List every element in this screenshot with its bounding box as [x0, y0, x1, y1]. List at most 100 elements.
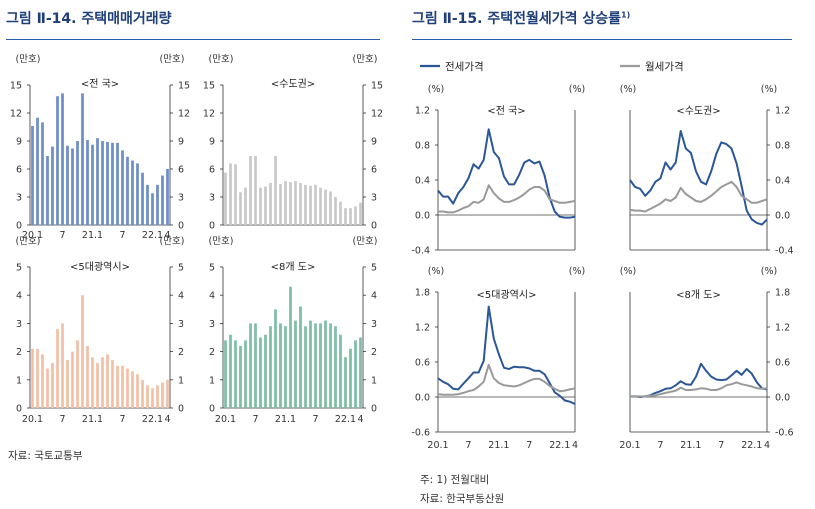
- bar-21.3: [101, 357, 104, 408]
- bar-22.4: [359, 202, 362, 225]
- bar-22.2: [349, 208, 352, 225]
- y-tick-label-right: 3: [178, 319, 184, 330]
- x-tick-label: 20.1: [427, 440, 448, 451]
- series-line-jeonse: [437, 128, 576, 219]
- y-tick-label: 0.4: [775, 176, 790, 187]
- unit-label-right: (만호): [353, 236, 378, 247]
- y-tick-label-left: 0: [209, 221, 215, 232]
- x-tick-label: 21.1: [82, 414, 103, 425]
- bar-21.10: [136, 163, 139, 225]
- y-tick-label: -0.6: [775, 428, 794, 439]
- x-tick-label: 22.1: [142, 230, 163, 241]
- y-tick-label-right: 2: [371, 347, 377, 358]
- y-tick-label-left: 4: [16, 291, 22, 302]
- y-tick-label: 0.4: [415, 176, 430, 187]
- bar-20.6: [249, 155, 252, 225]
- right-note: 주: 1) 전월대비: [420, 474, 490, 486]
- bar-21.4: [299, 306, 302, 408]
- y-tick-label-left: 1: [16, 375, 22, 386]
- bar-21.6: [116, 365, 119, 408]
- bar-20.12: [86, 345, 89, 408]
- chart-line-provinces: (%) (%) <8개 도> -0.6 0.0 0.6 1.2 1.8 20.1 7 21.1 7 22…: [619, 266, 794, 451]
- bar-20.2: [229, 163, 232, 225]
- x-tick-label: 22.1: [142, 414, 163, 425]
- bar-22.1: [151, 193, 154, 225]
- bar-21.10: [329, 191, 332, 225]
- bar-21.12: [146, 184, 149, 225]
- bar-21.4: [106, 354, 109, 408]
- bar-21.1: [284, 181, 287, 225]
- bar-20.3: [234, 164, 237, 225]
- y-tick-label-right: 12: [178, 109, 190, 120]
- bar-20.11: [81, 93, 84, 226]
- bar-20.1: [31, 126, 34, 225]
- x-tick-label: 4: [764, 440, 770, 451]
- y-tick-label-left: 0: [209, 404, 215, 415]
- bar-21.5: [111, 142, 114, 225]
- unit-label-right: (만호): [160, 236, 185, 247]
- bar-21.7: [121, 365, 124, 408]
- bar-20.2: [36, 348, 39, 408]
- bar-20.3: [41, 122, 44, 225]
- bar-20.2: [36, 117, 39, 225]
- bar-20.1: [224, 172, 227, 225]
- bar-20.7: [254, 155, 257, 225]
- bar-20.10: [76, 141, 79, 225]
- bar-20.4: [239, 345, 242, 408]
- y-tick-label-right: 3: [178, 193, 184, 204]
- left-source: 자료: 국토교통부: [8, 450, 83, 462]
- bar-21.2: [96, 138, 99, 225]
- bar-20.6: [56, 329, 59, 408]
- bar-21.8: [126, 156, 129, 225]
- y-tick-label: 0.0: [415, 211, 430, 222]
- bar-22.2: [156, 184, 159, 225]
- bar-21.11: [334, 326, 337, 408]
- bar-20.8: [66, 360, 69, 408]
- chart-line-national: (%) (%) <전 국> -0.4 0.0 0.4 0.8 1.2: [411, 84, 585, 257]
- bar-21.12: [339, 334, 342, 408]
- bar-21.2: [289, 286, 292, 408]
- y-tick-label: 0.6: [775, 358, 790, 369]
- x-tick-label: 21.1: [82, 230, 103, 241]
- bar-20.11: [81, 295, 84, 408]
- bar-20.6: [249, 323, 252, 408]
- x-tick-label: 7: [718, 440, 724, 451]
- y-tick-label-right: 1: [178, 375, 184, 386]
- bar-20.11: [274, 309, 277, 408]
- bar-22.3: [161, 175, 164, 225]
- y-tick-label-left: 15: [203, 81, 215, 92]
- bar-22.1: [344, 357, 347, 408]
- bar-21.11: [334, 197, 337, 225]
- chart-bar-capital-area: (만호) (만호) <수도권> 0 0 3 3 6 6 9 9 12 12 15 15: [203, 54, 383, 232]
- bar-20.12: [279, 183, 282, 225]
- y-tick-label-left: 6: [16, 165, 22, 176]
- bar-21.1: [91, 357, 94, 408]
- right-source: 자료: 한국부동산원: [420, 493, 505, 505]
- panel-title: <8개 도>: [271, 261, 316, 273]
- bar-20.3: [41, 354, 44, 408]
- unit-label-left: (%): [620, 266, 636, 277]
- y-tick-label-left: 3: [16, 319, 22, 330]
- bar-20.8: [259, 187, 262, 225]
- bar-20.4: [46, 155, 49, 225]
- bar-22.3: [161, 382, 164, 408]
- left-figure-title: 그림 Ⅱ-14. 주택매매거래량: [6, 11, 172, 27]
- bar-20.7: [61, 323, 64, 408]
- x-tick-label: 21.1: [680, 440, 701, 451]
- x-tick-label: 4: [164, 414, 170, 425]
- y-tick-label: 1.2: [415, 323, 430, 334]
- y-tick-label-right: 9: [178, 137, 184, 148]
- bar-21.9: [131, 371, 134, 408]
- y-tick-label: 1.2: [415, 106, 430, 117]
- bar-21.6: [309, 320, 312, 408]
- panel-title: <5대광역시>: [70, 261, 130, 273]
- y-tick-label-left: 2: [16, 347, 22, 358]
- legend-label-jeonse: 전세가격: [445, 60, 484, 73]
- bar-20.9: [264, 186, 267, 225]
- y-tick-label: -0.6: [411, 428, 430, 439]
- y-tick-label: 0.0: [415, 393, 430, 404]
- y-tick-label-left: 3: [16, 193, 22, 204]
- x-tick-label: 7: [465, 440, 471, 451]
- bar-20.6: [56, 96, 59, 225]
- y-tick-label-left: 15: [10, 81, 22, 92]
